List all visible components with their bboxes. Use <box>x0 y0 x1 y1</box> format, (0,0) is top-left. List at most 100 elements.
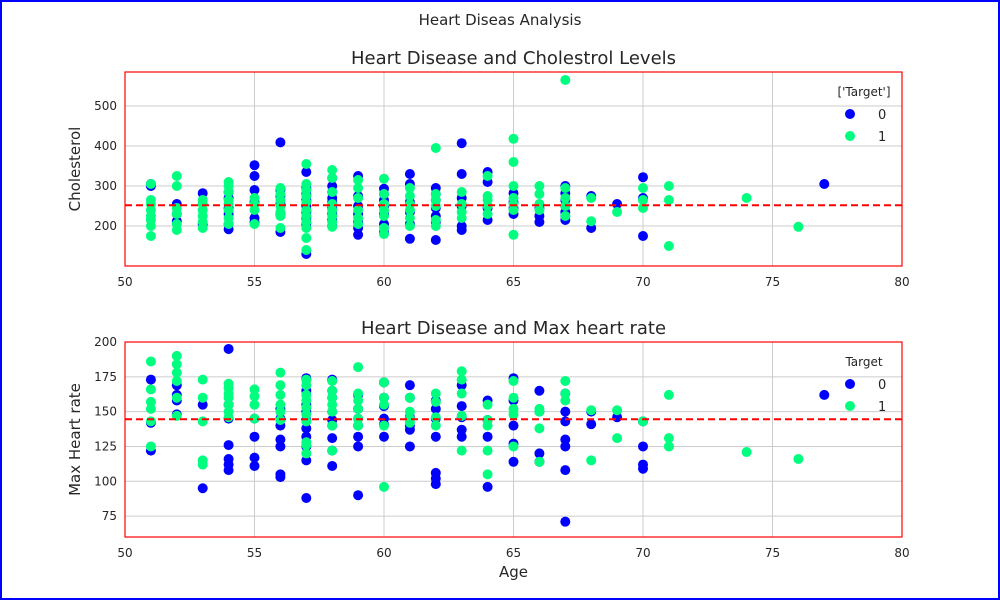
data-point-target-0 <box>249 171 260 181</box>
legend: ['Target'] 0 1 <box>837 85 890 145</box>
legend-title: Target <box>844 355 882 369</box>
data-point-target-1 <box>353 183 364 193</box>
data-point-target-0 <box>638 172 648 183</box>
data-point-target-1 <box>456 374 467 385</box>
data-point-target-0 <box>327 433 338 444</box>
data-point-target-1 <box>171 367 182 378</box>
legend: Target 0 1 <box>844 355 886 415</box>
data-point-target-1 <box>586 455 597 466</box>
data-point-target-1 <box>171 350 182 361</box>
data-point-target-1 <box>249 384 260 395</box>
data-point-target-0 <box>430 431 441 442</box>
data-point-target-1 <box>301 416 312 427</box>
cholesterol-chart: 50 55 60 65 70 75 80 200 300 400 500 Heart Disease … <box>66 48 910 289</box>
data-point-target-0 <box>301 493 312 503</box>
data-point-target-1 <box>353 175 364 185</box>
data-point-target-1 <box>534 456 545 467</box>
data-point-target-1 <box>560 193 571 203</box>
data-point-target-0 <box>534 385 545 396</box>
data-point-target-1 <box>534 205 545 215</box>
x-tick-label: 65 <box>506 275 521 289</box>
data-point-target-1 <box>482 209 493 219</box>
legend-label: 0 <box>878 378 886 393</box>
data-point-target-0 <box>560 516 571 527</box>
data-point-target-1 <box>301 380 312 391</box>
data-point-target-0 <box>223 465 234 476</box>
legend-marker-target-1 <box>845 131 855 141</box>
data-point-target-1 <box>430 221 441 231</box>
data-point-target-1 <box>327 376 338 386</box>
data-point-target-0 <box>353 431 364 442</box>
data-point-target-1 <box>301 245 312 255</box>
data-point-target-1 <box>379 420 389 431</box>
data-point-target-1 <box>301 159 312 169</box>
data-point-target-0 <box>560 441 571 452</box>
data-point-target-0 <box>404 424 415 435</box>
data-point-target-1 <box>327 165 338 175</box>
data-point-target-1 <box>353 193 364 203</box>
data-point-target-1 <box>741 193 752 203</box>
x-tick-label: 75 <box>765 275 780 289</box>
data-point-target-0 <box>456 401 467 412</box>
data-point-target-1 <box>404 205 415 215</box>
data-point-target-0 <box>353 229 364 240</box>
data-point-target-1 <box>353 420 364 431</box>
data-point-target-1 <box>404 392 415 403</box>
data-point-target-1 <box>663 441 674 452</box>
data-point-target-1 <box>197 459 208 470</box>
data-point-target-1 <box>534 189 545 199</box>
data-point-target-1 <box>638 183 648 193</box>
data-point-target-1 <box>249 413 260 424</box>
data-point-target-1 <box>456 213 467 223</box>
data-point-target-1 <box>171 171 182 181</box>
data-point-target-1 <box>560 211 571 221</box>
data-point-target-1 <box>275 367 286 378</box>
data-point-target-1 <box>275 380 286 391</box>
data-point-target-1 <box>327 399 338 410</box>
data-point-target-0 <box>560 434 571 445</box>
data-point-target-0 <box>482 431 493 442</box>
data-point-target-0 <box>586 419 597 430</box>
data-point-target-1 <box>171 392 182 403</box>
data-point-target-1 <box>482 420 493 431</box>
data-point-target-1 <box>379 377 389 388</box>
figure-suptitle: Heart Diseas Analysis <box>419 11 582 29</box>
data-point-target-1 <box>171 181 182 191</box>
x-tick-label: 50 <box>117 275 132 289</box>
data-point-target-0 <box>638 231 648 241</box>
data-point-target-1 <box>560 183 571 193</box>
chart-title: Heart Disease and Max heart rate <box>361 318 666 339</box>
data-point-target-1 <box>456 445 467 456</box>
data-point-target-1 <box>404 221 415 231</box>
data-point-target-1 <box>145 221 156 231</box>
data-point-target-0 <box>819 389 830 400</box>
data-point-target-1 <box>197 223 208 233</box>
data-point-target-0 <box>456 431 467 442</box>
data-point-target-1 <box>534 181 545 191</box>
data-point-target-1 <box>560 376 571 386</box>
data-point-target-1 <box>197 374 208 385</box>
y-tick-label: 500 <box>94 99 117 113</box>
data-point-target-0 <box>482 481 493 492</box>
data-point-target-1 <box>430 420 441 431</box>
data-point-target-0 <box>638 441 648 452</box>
data-point-target-1 <box>560 395 571 406</box>
data-point-target-1 <box>327 420 338 431</box>
data-point-target-0 <box>638 463 648 474</box>
data-point-target-1 <box>482 171 493 181</box>
legend-label: 1 <box>878 400 886 415</box>
y-tick-label: 300 <box>94 179 117 193</box>
data-point-target-1 <box>223 392 234 403</box>
data-point-target-0 <box>508 456 519 467</box>
data-point-target-1 <box>508 229 519 240</box>
data-point-target-1 <box>145 384 156 395</box>
data-point-target-0 <box>327 460 338 471</box>
data-point-target-1 <box>586 405 597 416</box>
data-point-target-1 <box>508 205 519 215</box>
chart-title: Heart Disease and Cholestrol Levels <box>351 48 676 69</box>
data-point-target-1 <box>482 201 493 211</box>
y-tick-label: 75 <box>102 509 117 523</box>
data-point-target-1 <box>301 233 312 243</box>
data-point-target-1 <box>586 216 597 227</box>
